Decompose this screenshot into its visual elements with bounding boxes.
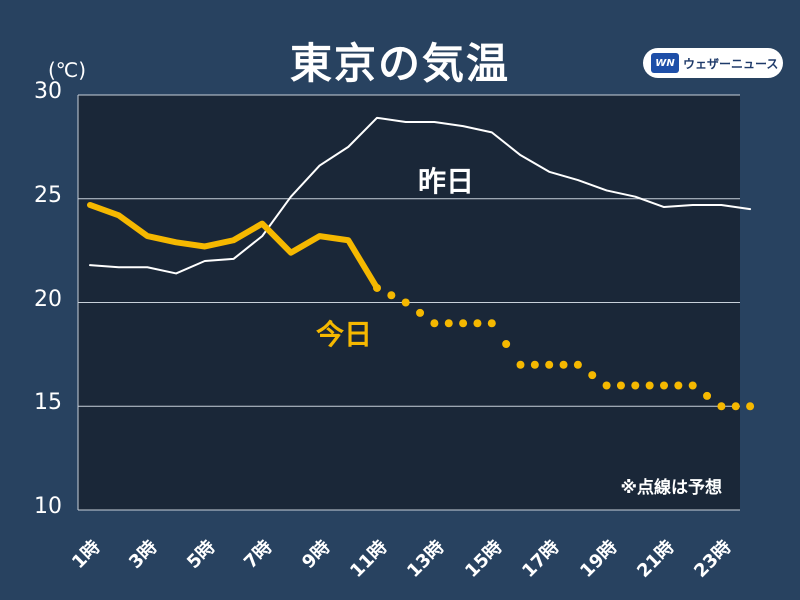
forecast-dot	[502, 340, 511, 348]
chart-title: 東京の気温	[289, 39, 510, 88]
forecast-dot	[444, 319, 453, 328]
forecast-point	[459, 319, 468, 328]
forecast-point	[717, 402, 726, 411]
forecast-point	[516, 360, 525, 369]
weathernews-logo: WN ウェザーニュース	[643, 48, 783, 78]
forecast-dot	[588, 371, 597, 380]
series-line-yesterday	[89, 116, 752, 275]
forecast-point	[373, 283, 381, 292]
forecast-dot	[616, 381, 625, 390]
y-tick-label: 30	[34, 79, 62, 104]
y-tick-label: 10	[34, 494, 62, 519]
y-tick-label: 20	[34, 286, 62, 312]
forecast-dot	[416, 308, 425, 317]
logo-text: ウェザーニュース	[683, 56, 779, 71]
forecast-dot	[645, 381, 654, 390]
logo-mark-icon: WN	[651, 53, 679, 73]
forecast-point	[688, 381, 697, 390]
series-line-today	[87, 201, 380, 291]
forecast-note: ※点線は予想	[620, 478, 722, 498]
forecast-point	[573, 360, 582, 369]
forecast-point	[631, 381, 640, 390]
forecast-point	[487, 319, 496, 328]
forecast-point	[430, 319, 439, 328]
forecast-dot	[559, 360, 568, 369]
forecast-point	[602, 381, 611, 390]
forecast-point	[401, 298, 410, 307]
y-axis-unit: (℃)	[48, 58, 87, 82]
forecast-dot	[703, 391, 712, 400]
series-label-today: 今日	[316, 318, 373, 351]
forecast-dot	[387, 291, 396, 300]
y-tick-label: 25	[34, 182, 62, 208]
forecast-dot	[674, 381, 683, 390]
forecast-point	[545, 360, 554, 369]
forecast-dot	[530, 360, 539, 369]
forecast-point	[746, 402, 755, 411]
series-layer	[87, 116, 755, 411]
y-tick-label: 15	[34, 390, 62, 416]
forecast-dot	[731, 402, 740, 411]
forecast-point	[660, 381, 668, 390]
forecast-dot	[473, 319, 482, 328]
series-label-yesterday: 昨日	[418, 165, 475, 198]
